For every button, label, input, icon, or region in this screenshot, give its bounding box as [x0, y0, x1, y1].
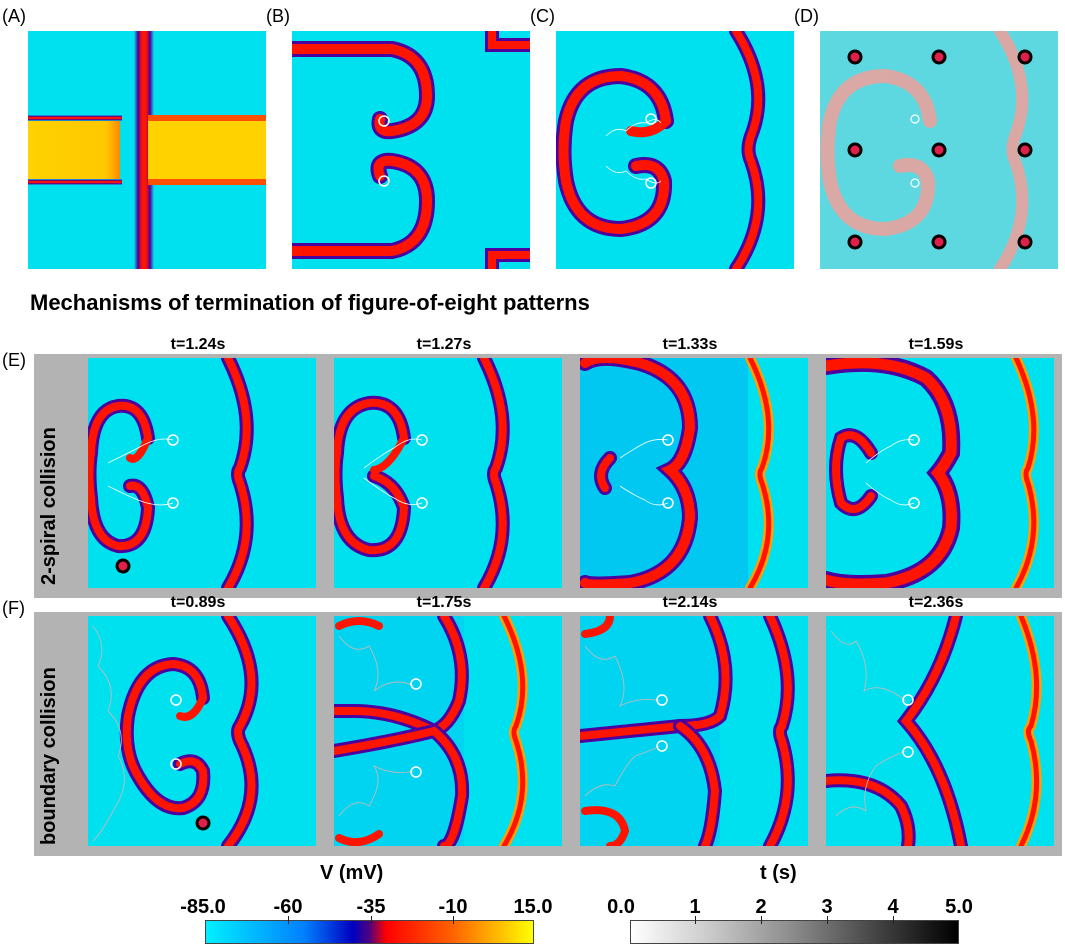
time-label-e4: t=1.59s [908, 336, 964, 353]
panel-d-image [820, 31, 1058, 269]
panel-f1-image [88, 616, 316, 846]
colorbar-v-tick-3: -35 [356, 896, 386, 918]
panel-e2-image [334, 358, 562, 588]
figure-heading: Mechanisms of termination of figure-of-e… [30, 290, 590, 315]
panel-f2-image [334, 616, 562, 846]
colorbar-t-tick-2: 1 [689, 896, 701, 918]
colorbar-v-tickmark [453, 916, 454, 924]
colorbar-v-tick-4: -10 [438, 896, 468, 918]
time-label-e3: t=1.33s [662, 336, 718, 353]
panel-b-image [292, 31, 530, 269]
colorbar-t-tickmark [893, 916, 894, 924]
panel-e4-image [826, 358, 1054, 588]
colorbar-v-tick-1: -85.0 [180, 896, 226, 918]
colorbar-t-tick-4: 3 [821, 896, 833, 918]
colorbar-v [205, 920, 534, 944]
colorbar-t-title: t (s) [760, 862, 797, 884]
panel-e1-image [88, 358, 316, 588]
panel-e3-image [580, 358, 808, 588]
time-label-f3: t=2.14s [662, 594, 718, 611]
row-f-label: boundary collision [38, 667, 60, 845]
colorbar-v-tickmark [371, 916, 372, 924]
panel-label-b: (B) [266, 6, 290, 26]
colorbar-t-tickmark [695, 916, 696, 924]
colorbar-v-tickmark [288, 916, 289, 924]
time-label-e2: t=1.27s [416, 336, 472, 353]
panel-label-a: (A) [2, 6, 26, 26]
colorbar-t [630, 920, 959, 944]
colorbar-v-tick-5: 15.0 [513, 896, 553, 918]
panel-label-d: (D) [794, 6, 819, 26]
panel-label-f: (F) [2, 598, 25, 618]
panel-c-image [556, 31, 794, 269]
panel-label-e: (E) [2, 350, 26, 370]
row-e-label: 2-spiral collision [38, 427, 60, 585]
time-label-e1: t=1.24s [170, 336, 226, 353]
time-label-f4: t=2.36s [908, 594, 964, 611]
colorbar-t-tick-5: 4 [887, 896, 899, 918]
panel-a-image [28, 31, 266, 269]
panel-label-c: (C) [530, 6, 555, 26]
colorbar-t-tick-1: 0.0 [607, 896, 635, 918]
colorbar-t-tick-6: 5.0 [945, 896, 973, 918]
panel-f4-image [826, 616, 1054, 846]
panel-f3-image [580, 616, 808, 846]
colorbar-v-tick-2: -60 [273, 896, 303, 918]
colorbar-t-tickmark [827, 916, 828, 924]
time-label-f2: t=1.75s [416, 594, 472, 611]
colorbar-t-tick-3: 2 [755, 896, 767, 918]
colorbar-v-title: V (mV) [320, 862, 384, 884]
colorbar-t-tickmark [761, 916, 762, 924]
time-label-f1: t=0.89s [170, 594, 226, 611]
